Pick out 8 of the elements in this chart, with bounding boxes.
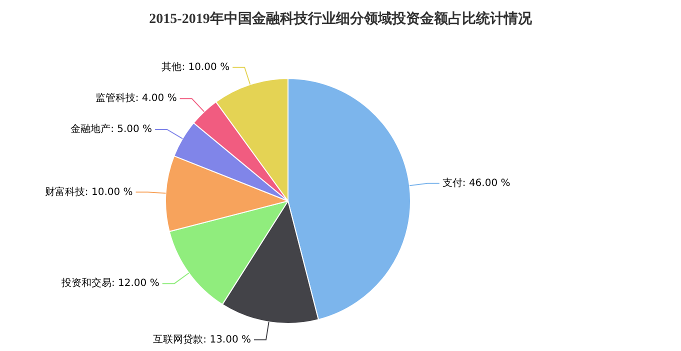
slice-label: 其他: 10.00 % [162,60,230,73]
chart-title: 2015-2019年中国金融科技行业细分领域投资金额占比统计情况 [148,10,533,28]
slice-label: 投资和交易: 12.00 % [60,277,160,290]
slice-label: 财富科技: 10.00 % [44,186,133,198]
slice-label: 支付: 46.00 % [442,176,510,189]
slice-label: 监管科技: 4.00 % [95,92,177,104]
slice-label: 金融地产: 5.00 % [70,123,152,136]
slice-label: 互联网贷款: 13.00 % [153,333,252,346]
